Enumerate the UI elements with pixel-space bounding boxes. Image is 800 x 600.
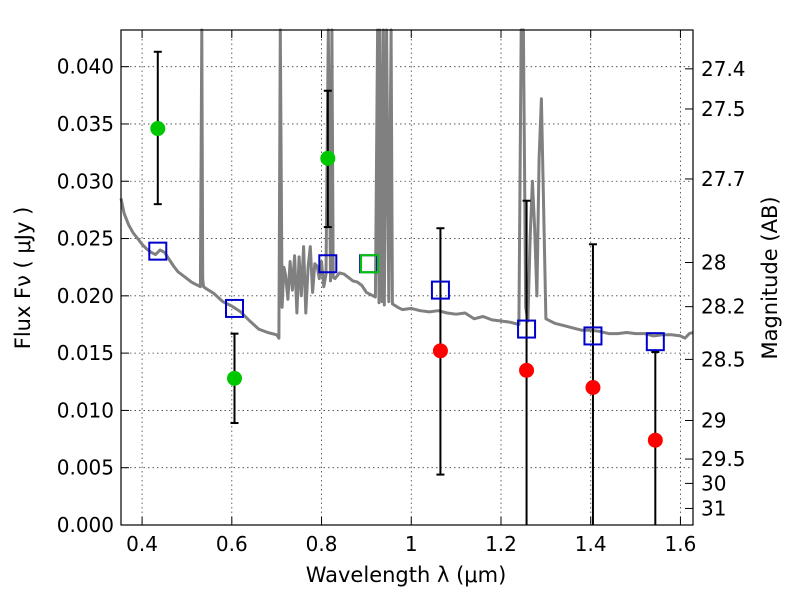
model-spectrum-line [119, 28, 694, 340]
plot-frame [120, 29, 694, 526]
x-axis-title: Wavelength λ (μm) [306, 563, 507, 587]
x-tick-label: 1.2 [485, 532, 517, 556]
right-tick-label: 29.5 [701, 447, 746, 471]
grid [121, 30, 693, 526]
y-tick-label: 0.035 [57, 112, 114, 136]
x-tick-label: 1.6 [665, 532, 697, 556]
right-axis-title: Magnitude (AB) [758, 196, 782, 359]
data-point-circle [227, 370, 243, 386]
right-tick-label: 27.4 [701, 57, 746, 81]
data-point-square [645, 332, 665, 352]
x-tick-label: 0.4 [126, 532, 158, 556]
ticks-layer [121, 30, 693, 526]
right-tick-label: 28 [701, 251, 726, 275]
x-tick-label: 0.8 [306, 532, 338, 556]
right-tick-label: 28.2 [701, 295, 746, 319]
right-tick-label: 31 [701, 496, 726, 520]
data-point-circle [432, 343, 448, 359]
y-tick-label: 0.005 [57, 456, 114, 480]
model-spectrum-layer [119, 28, 694, 340]
tick-labels-layer: 0.4 0.6 0.8 1 1.2 1.4 1.6 0.000 0.005 0.010 0.015 0… [57, 55, 746, 556]
data-point-circle [320, 150, 336, 166]
y-tick-label: 0.040 [57, 55, 114, 79]
x-tick-label: 1.4 [575, 532, 607, 556]
data-point-square [360, 254, 380, 274]
data-point-circle [519, 362, 535, 378]
data-point-circle [585, 380, 601, 395]
marker-layer [148, 121, 665, 448]
y-axis-title: Flux Fν ( μJy ) [11, 207, 35, 350]
right-tick-label: 29 [701, 408, 726, 432]
y-tick-label: 0.025 [57, 227, 114, 251]
x-tick-label: 0.6 [216, 532, 248, 556]
data-point-square [430, 280, 450, 300]
y-tick-label: 0.010 [57, 398, 114, 422]
data-point-square [583, 326, 603, 346]
y-tick-label: 0.030 [57, 169, 114, 193]
right-tick-label: 28.5 [701, 347, 746, 371]
y-tick-label: 0.000 [57, 513, 114, 537]
y-tick-label: 0.015 [57, 341, 114, 365]
right-tick-label: 30 [701, 471, 726, 495]
y-tick-label: 0.020 [57, 284, 114, 308]
right-tick-label: 27.7 [701, 167, 746, 191]
data-point-square [225, 298, 245, 318]
right-tick-label: 27.5 [701, 97, 746, 121]
errorbar-layer [153, 50, 660, 525]
data-point-square [517, 319, 537, 339]
data-point-circle [647, 432, 663, 448]
x-tick-label: 1 [405, 532, 418, 556]
data-point-square [148, 241, 168, 261]
data-point-circle [150, 121, 166, 137]
data-point-square [318, 254, 338, 274]
